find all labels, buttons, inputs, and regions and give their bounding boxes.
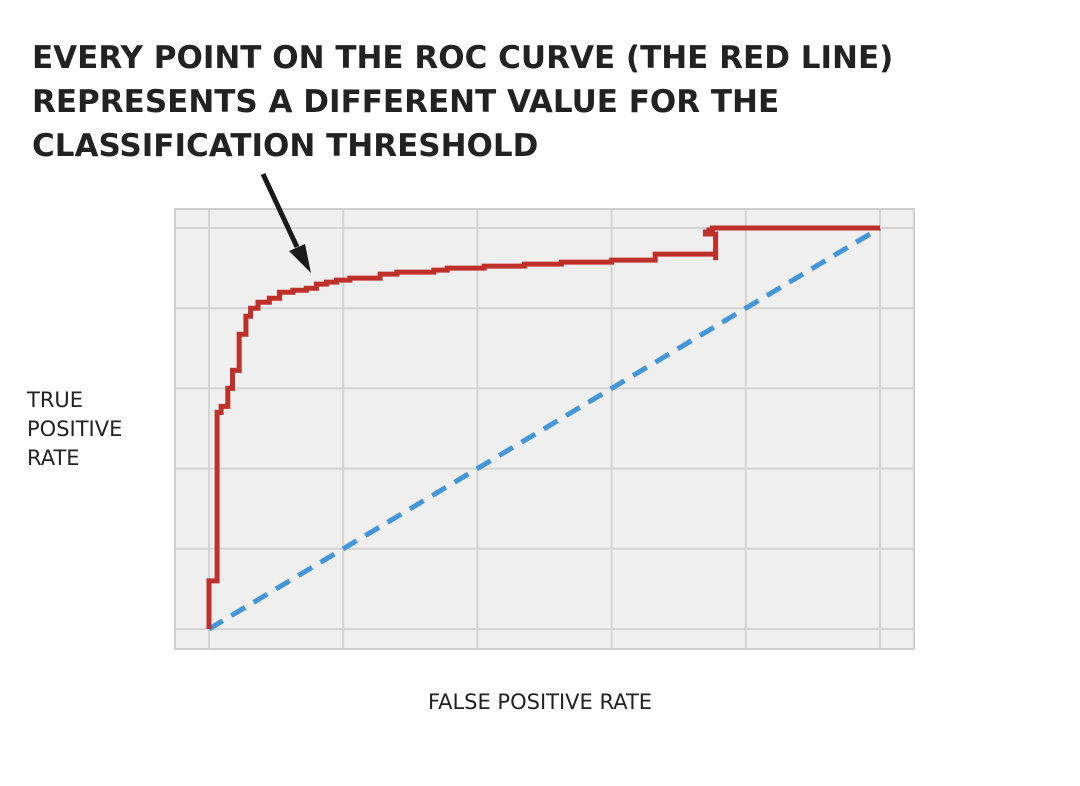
- grid-lines: [175, 209, 914, 649]
- y-axis-label-line-2: POSITIVE: [27, 417, 123, 441]
- roc-curve-line: [206, 225, 880, 629]
- title-line-2: REPRESENTS A DIFFERENT VALUE FOR THE: [32, 84, 780, 120]
- random-classifier-diagonal: [207, 225, 882, 632]
- y-axis-label: TRUE POSITIVE RATE: [27, 386, 122, 473]
- arrow-head: [289, 244, 311, 273]
- arrow-shaft: [260, 172, 300, 249]
- title-line-3: CLASSIFICATION THRESHOLD: [32, 128, 539, 164]
- series-group: [206, 225, 882, 632]
- chart-title: EVERY POINT ON THE ROC CURVE (THE RED LI…: [32, 36, 1032, 168]
- title-line-1: EVERY POINT ON THE ROC CURVE (THE RED LI…: [32, 40, 894, 76]
- annotation-arrow: [260, 172, 311, 273]
- x-axis-label: FALSE POSITIVE RATE: [427, 690, 653, 714]
- y-axis-label-line-3: RATE: [27, 446, 80, 470]
- y-axis-label-line-1: TRUE: [27, 388, 84, 412]
